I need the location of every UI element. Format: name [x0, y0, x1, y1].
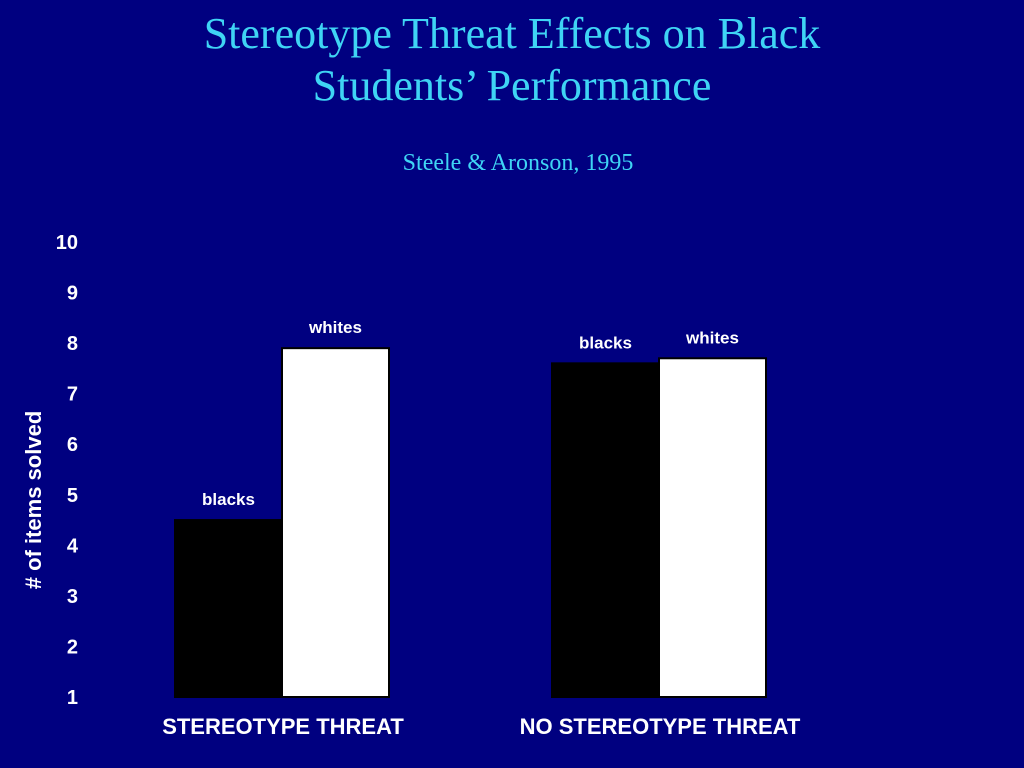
category-label: STEREOTYPE THREAT: [162, 714, 404, 739]
y-tick-label: 10: [56, 232, 78, 254]
y-tick-label: 7: [67, 384, 78, 406]
y-tick-label: 1: [67, 687, 78, 709]
bar-label-blacks: blacks: [202, 490, 255, 509]
bar-blacks: [551, 362, 660, 698]
bar-whites: [281, 347, 390, 698]
category-label: NO STEREOTYPE THREAT: [520, 714, 801, 739]
bar-label-blacks: blacks: [579, 333, 632, 352]
bar-blacks: [174, 519, 283, 698]
slide-title: Stereotype Threat Effects on Black Stude…: [0, 8, 1024, 112]
title-line-1: Stereotype Threat Effects on Black: [203, 9, 821, 58]
y-tick-label: 2: [67, 636, 78, 658]
bar-label-whites: whites: [685, 328, 739, 347]
bar-whites: [658, 357, 767, 698]
y-tick-label: 6: [67, 434, 78, 456]
title-line-2: Students’ Performance: [312, 61, 712, 110]
y-tick-label: 5: [67, 485, 78, 507]
y-tick-label: 3: [67, 586, 78, 608]
slide-subtitle: Steele & Aronson, 1995: [402, 150, 634, 176]
y-axis-label: # of items solved: [21, 411, 46, 590]
y-tick-label: 8: [67, 333, 78, 355]
y-tick-label: 4: [67, 535, 79, 557]
bar-label-whites: whites: [308, 318, 362, 337]
y-tick-label: 9: [67, 283, 78, 305]
